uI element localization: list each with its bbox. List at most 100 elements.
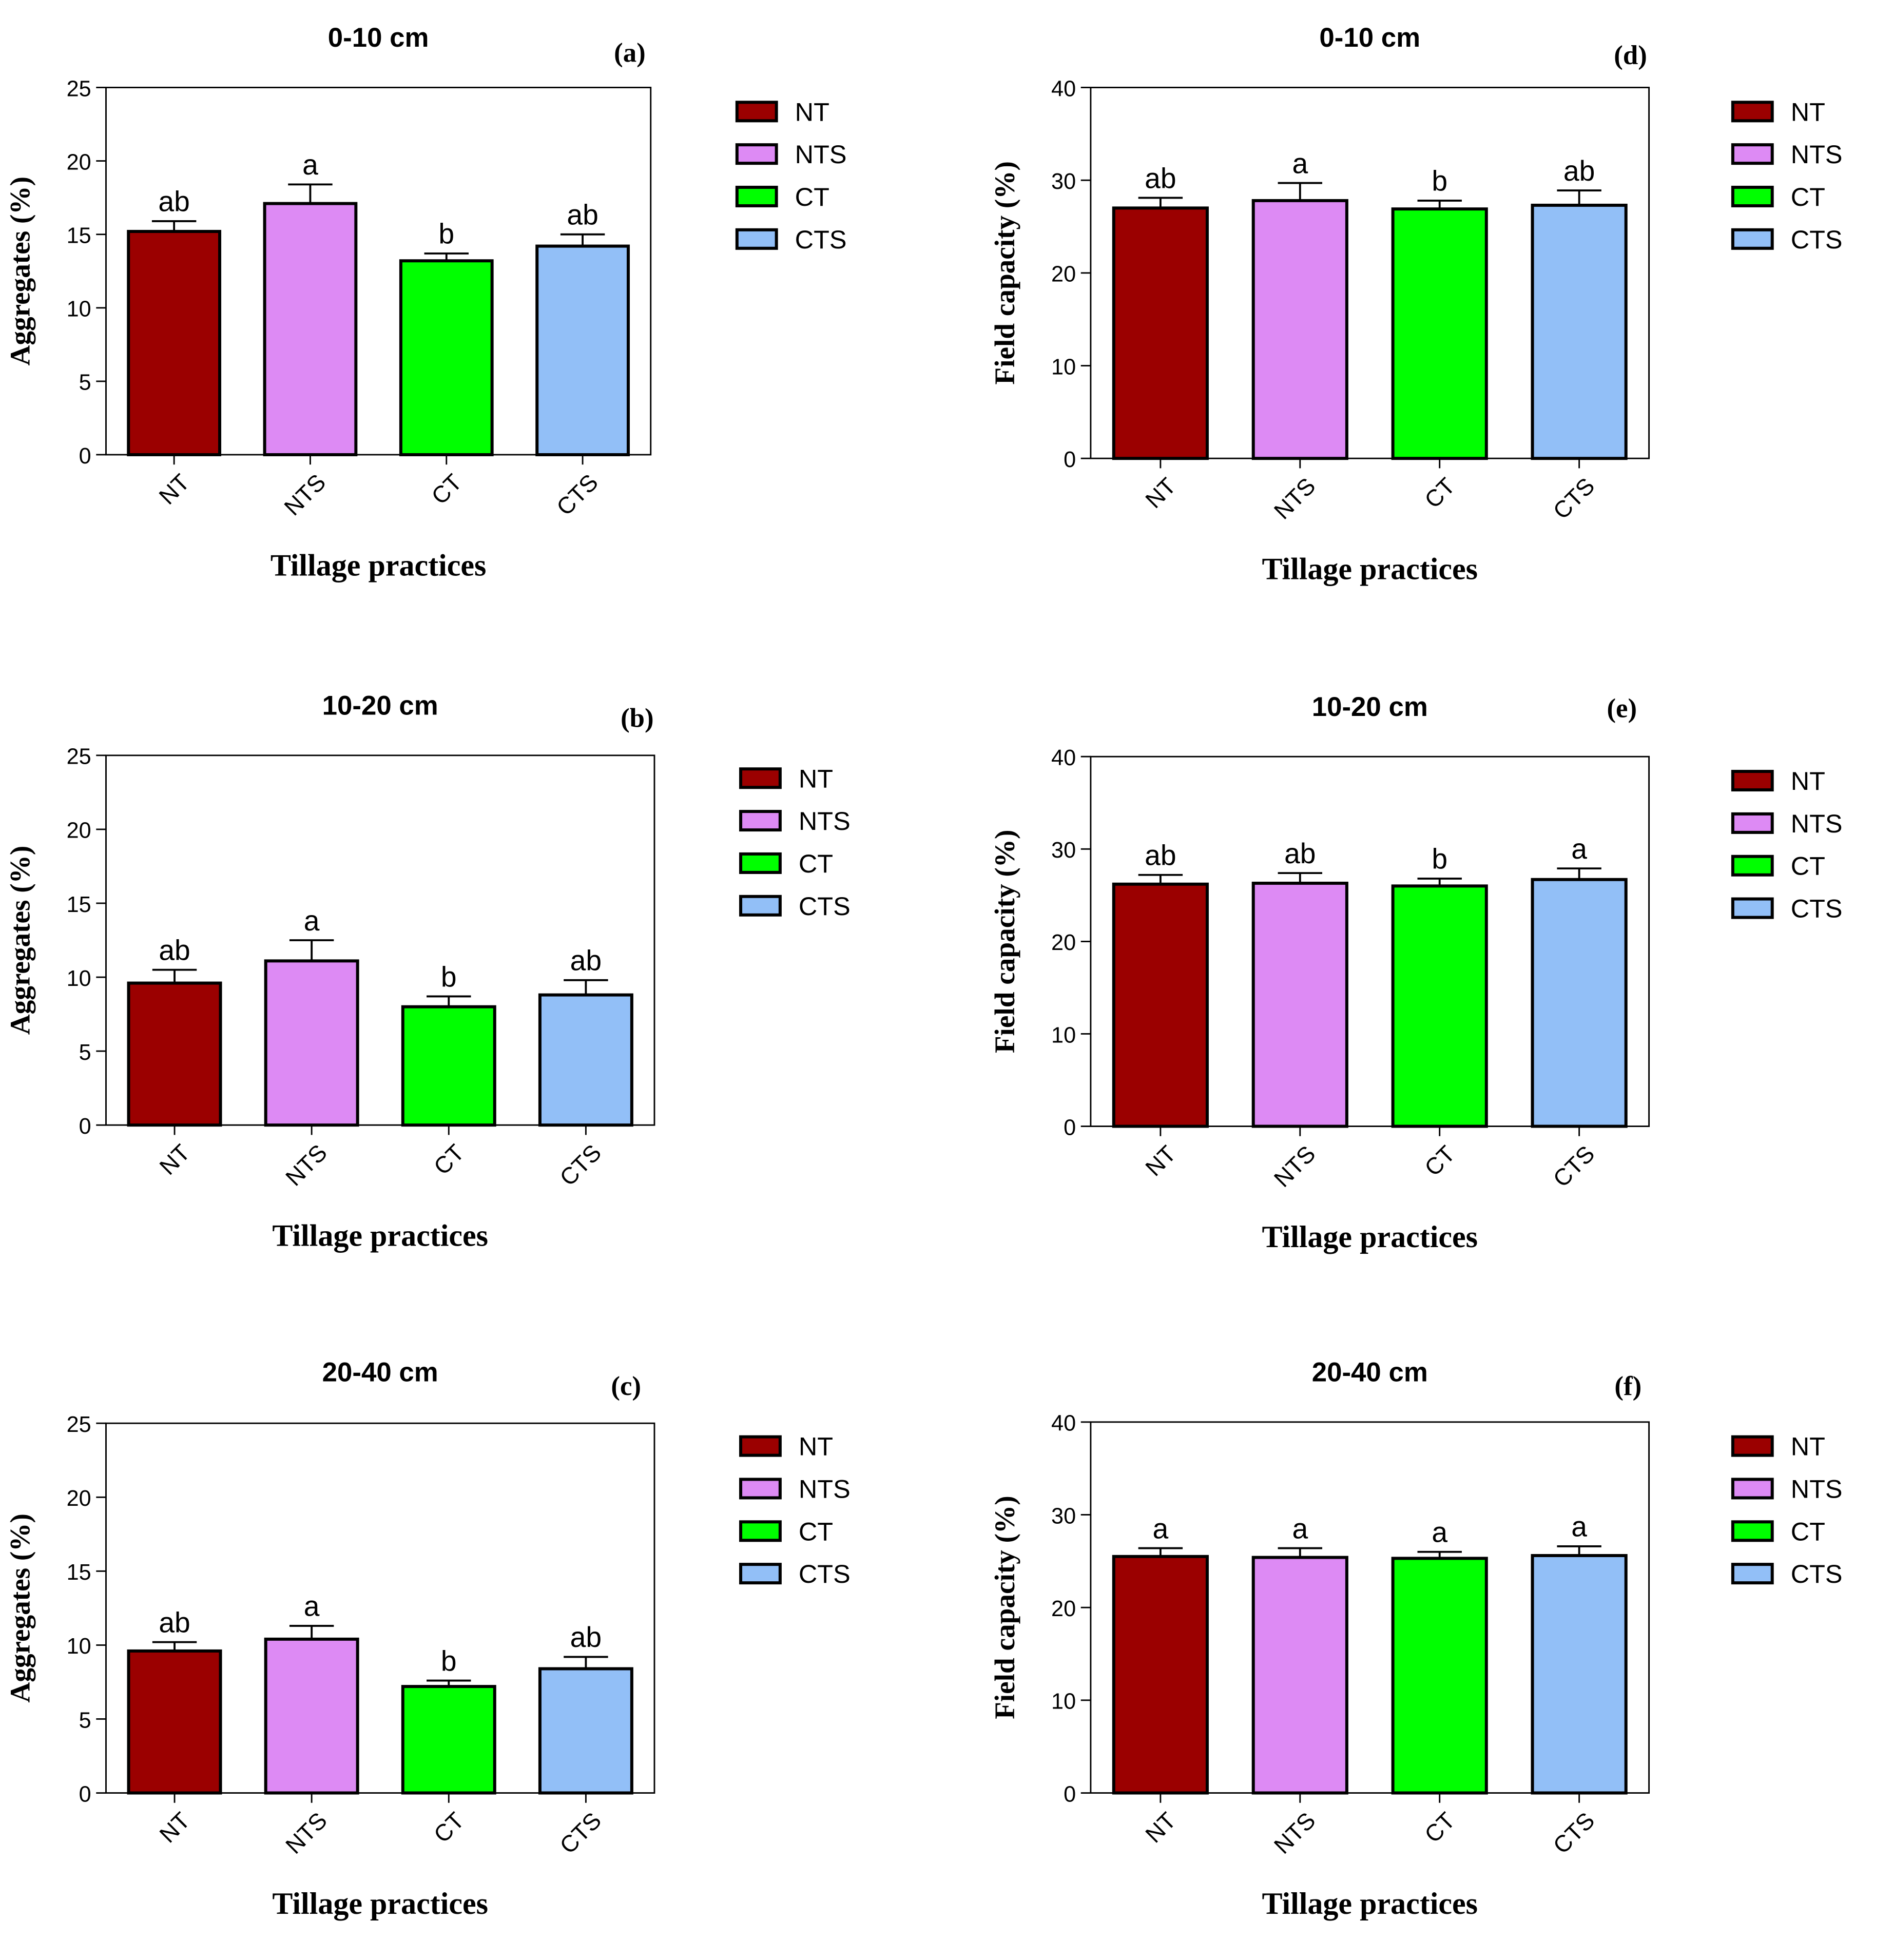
panel-label: (f) bbox=[1614, 1371, 1641, 1401]
legend-swatch-cts bbox=[1731, 897, 1774, 919]
y-tick-label: 5 bbox=[79, 1708, 91, 1733]
x-tick-label: NT bbox=[154, 469, 195, 510]
y-tick-label: 40 bbox=[1051, 1411, 1076, 1436]
y-tick-label: 0 bbox=[1064, 1782, 1076, 1807]
legend-label: NTS bbox=[795, 140, 847, 169]
y-tick-label: 30 bbox=[1051, 838, 1076, 863]
legend-label: NT bbox=[799, 764, 833, 793]
bar-nt bbox=[127, 229, 222, 456]
x-tick-label: CT bbox=[1420, 1807, 1460, 1848]
bar-ct bbox=[401, 1685, 496, 1795]
y-tick-label: 25 bbox=[67, 76, 91, 101]
legend-label: CTS bbox=[799, 1559, 851, 1588]
legend-swatch-nts bbox=[739, 1478, 782, 1500]
x-axis-label: Tillage practices bbox=[1262, 1220, 1478, 1254]
bar-cts bbox=[538, 993, 633, 1127]
legend-swatch-nt bbox=[739, 767, 782, 789]
legend-label: NT bbox=[1791, 766, 1825, 795]
y-tick-label: 40 bbox=[1051, 76, 1076, 101]
y-tick-label: 15 bbox=[67, 892, 91, 917]
bar-nts bbox=[263, 202, 358, 456]
legend-label: CTS bbox=[1791, 225, 1843, 254]
chart-panel-d: 0-10 cm (d) 0 10 20 30 40 Field capacity (%) Til… bbox=[989, 23, 1842, 586]
legend-label: NTS bbox=[1791, 809, 1843, 838]
legend-label: NTS bbox=[1791, 1474, 1843, 1503]
chart-title: 0-10 cm bbox=[328, 23, 429, 53]
y-tick-label: 20 bbox=[67, 150, 91, 174]
significance-letter: a bbox=[1292, 1512, 1308, 1544]
x-tick-label: CT bbox=[429, 1139, 469, 1180]
y-tick-label: 40 bbox=[1051, 746, 1076, 770]
panel-label: (a) bbox=[614, 38, 646, 68]
x-tick-label: NTS bbox=[279, 469, 331, 521]
panel-label: (d) bbox=[1614, 41, 1647, 70]
legend-label: CTS bbox=[1791, 894, 1843, 923]
x-tick-label: NTS bbox=[1269, 473, 1321, 525]
significance-letter: ab bbox=[1563, 155, 1595, 187]
chart-title: 10-20 cm bbox=[322, 691, 438, 721]
bar-cts bbox=[538, 1667, 633, 1795]
y-tick-label: 10 bbox=[67, 1634, 91, 1659]
legend-swatch-ct bbox=[1731, 185, 1774, 207]
y-axis-label: Aggregates (%) bbox=[5, 177, 36, 366]
significance-letter: ab bbox=[1284, 838, 1316, 869]
significance-letter: ab bbox=[1145, 840, 1176, 871]
y-tick-label: 0 bbox=[79, 444, 91, 469]
legend-swatch-cts bbox=[739, 895, 782, 917]
x-tick-label: CT bbox=[429, 1807, 469, 1848]
x-tick-label: NTS bbox=[1269, 1807, 1321, 1859]
legend-label: CTS bbox=[799, 891, 851, 921]
bar-ct bbox=[1391, 884, 1488, 1128]
legend-label: NTS bbox=[799, 1474, 851, 1503]
x-tick-label: CTS bbox=[551, 469, 603, 521]
chart-title: 20-40 cm bbox=[322, 1357, 438, 1388]
y-tick-label: 0 bbox=[79, 1114, 91, 1139]
y-tick-label: 20 bbox=[67, 819, 91, 843]
y-tick-label: 10 bbox=[1051, 1023, 1076, 1047]
chart-title: 20-40 cm bbox=[1312, 1357, 1428, 1388]
bar-cts bbox=[1531, 203, 1628, 460]
x-tick-label: CTS bbox=[1548, 473, 1600, 525]
chart-panel-a: 0-10 cm (a) 0 5 10 15 20 25 Aggregates (%) Tillag… bbox=[5, 23, 847, 582]
y-tick-label: 0 bbox=[1064, 448, 1076, 472]
bar-nt bbox=[1112, 206, 1209, 460]
y-tick-label: 20 bbox=[67, 1486, 91, 1511]
x-tick-label: NT bbox=[1141, 473, 1181, 513]
x-tick-label: NTS bbox=[1269, 1140, 1321, 1192]
bar-cts bbox=[1531, 878, 1628, 1128]
legend-label: NT bbox=[1791, 97, 1825, 126]
x-tick-label: NT bbox=[154, 1139, 195, 1180]
y-tick-label: 30 bbox=[1051, 169, 1076, 194]
legend: NT NTS CT CTS bbox=[739, 1432, 851, 1588]
legend-label: NT bbox=[799, 1432, 833, 1461]
legend-label: CT bbox=[1791, 1517, 1825, 1546]
legend-label: NTS bbox=[1791, 140, 1843, 169]
chart-title: 0-10 cm bbox=[1319, 23, 1420, 53]
significance-letter: ab bbox=[570, 1621, 602, 1653]
y-axis-label: Field capacity (%) bbox=[989, 1496, 1020, 1719]
x-tick-label: CTS bbox=[555, 1139, 607, 1191]
bar-nts bbox=[1251, 199, 1348, 460]
panel-label: (e) bbox=[1607, 693, 1637, 723]
legend-label: CT bbox=[1791, 182, 1825, 211]
significance-letter: ab bbox=[570, 945, 602, 977]
legend: NT NTS CT CTS bbox=[1731, 97, 1843, 254]
significance-letter: ab bbox=[158, 186, 189, 218]
significance-letter: a bbox=[1153, 1512, 1169, 1544]
significance-letter: a bbox=[1292, 147, 1308, 179]
x-tick-label: NT bbox=[154, 1807, 195, 1848]
y-tick-label: 15 bbox=[67, 1560, 91, 1585]
legend: NT NTS CT CTS bbox=[1731, 766, 1843, 923]
legend-swatch-cts bbox=[1731, 1563, 1774, 1585]
legend-label: CT bbox=[799, 1517, 833, 1546]
legend: NT NTS CT CTS bbox=[735, 97, 847, 254]
legend-swatch-nts bbox=[1731, 1478, 1774, 1500]
legend-swatch-nt bbox=[739, 1435, 782, 1457]
bar-ct bbox=[401, 1005, 496, 1127]
y-tick-label: 5 bbox=[79, 371, 91, 395]
legend-swatch-nts bbox=[1731, 812, 1774, 834]
legend-label: CT bbox=[1791, 851, 1825, 881]
significance-letter: a bbox=[1571, 1511, 1587, 1543]
plot-frame bbox=[105, 754, 655, 1126]
legend-swatch-nt bbox=[1731, 1435, 1774, 1457]
